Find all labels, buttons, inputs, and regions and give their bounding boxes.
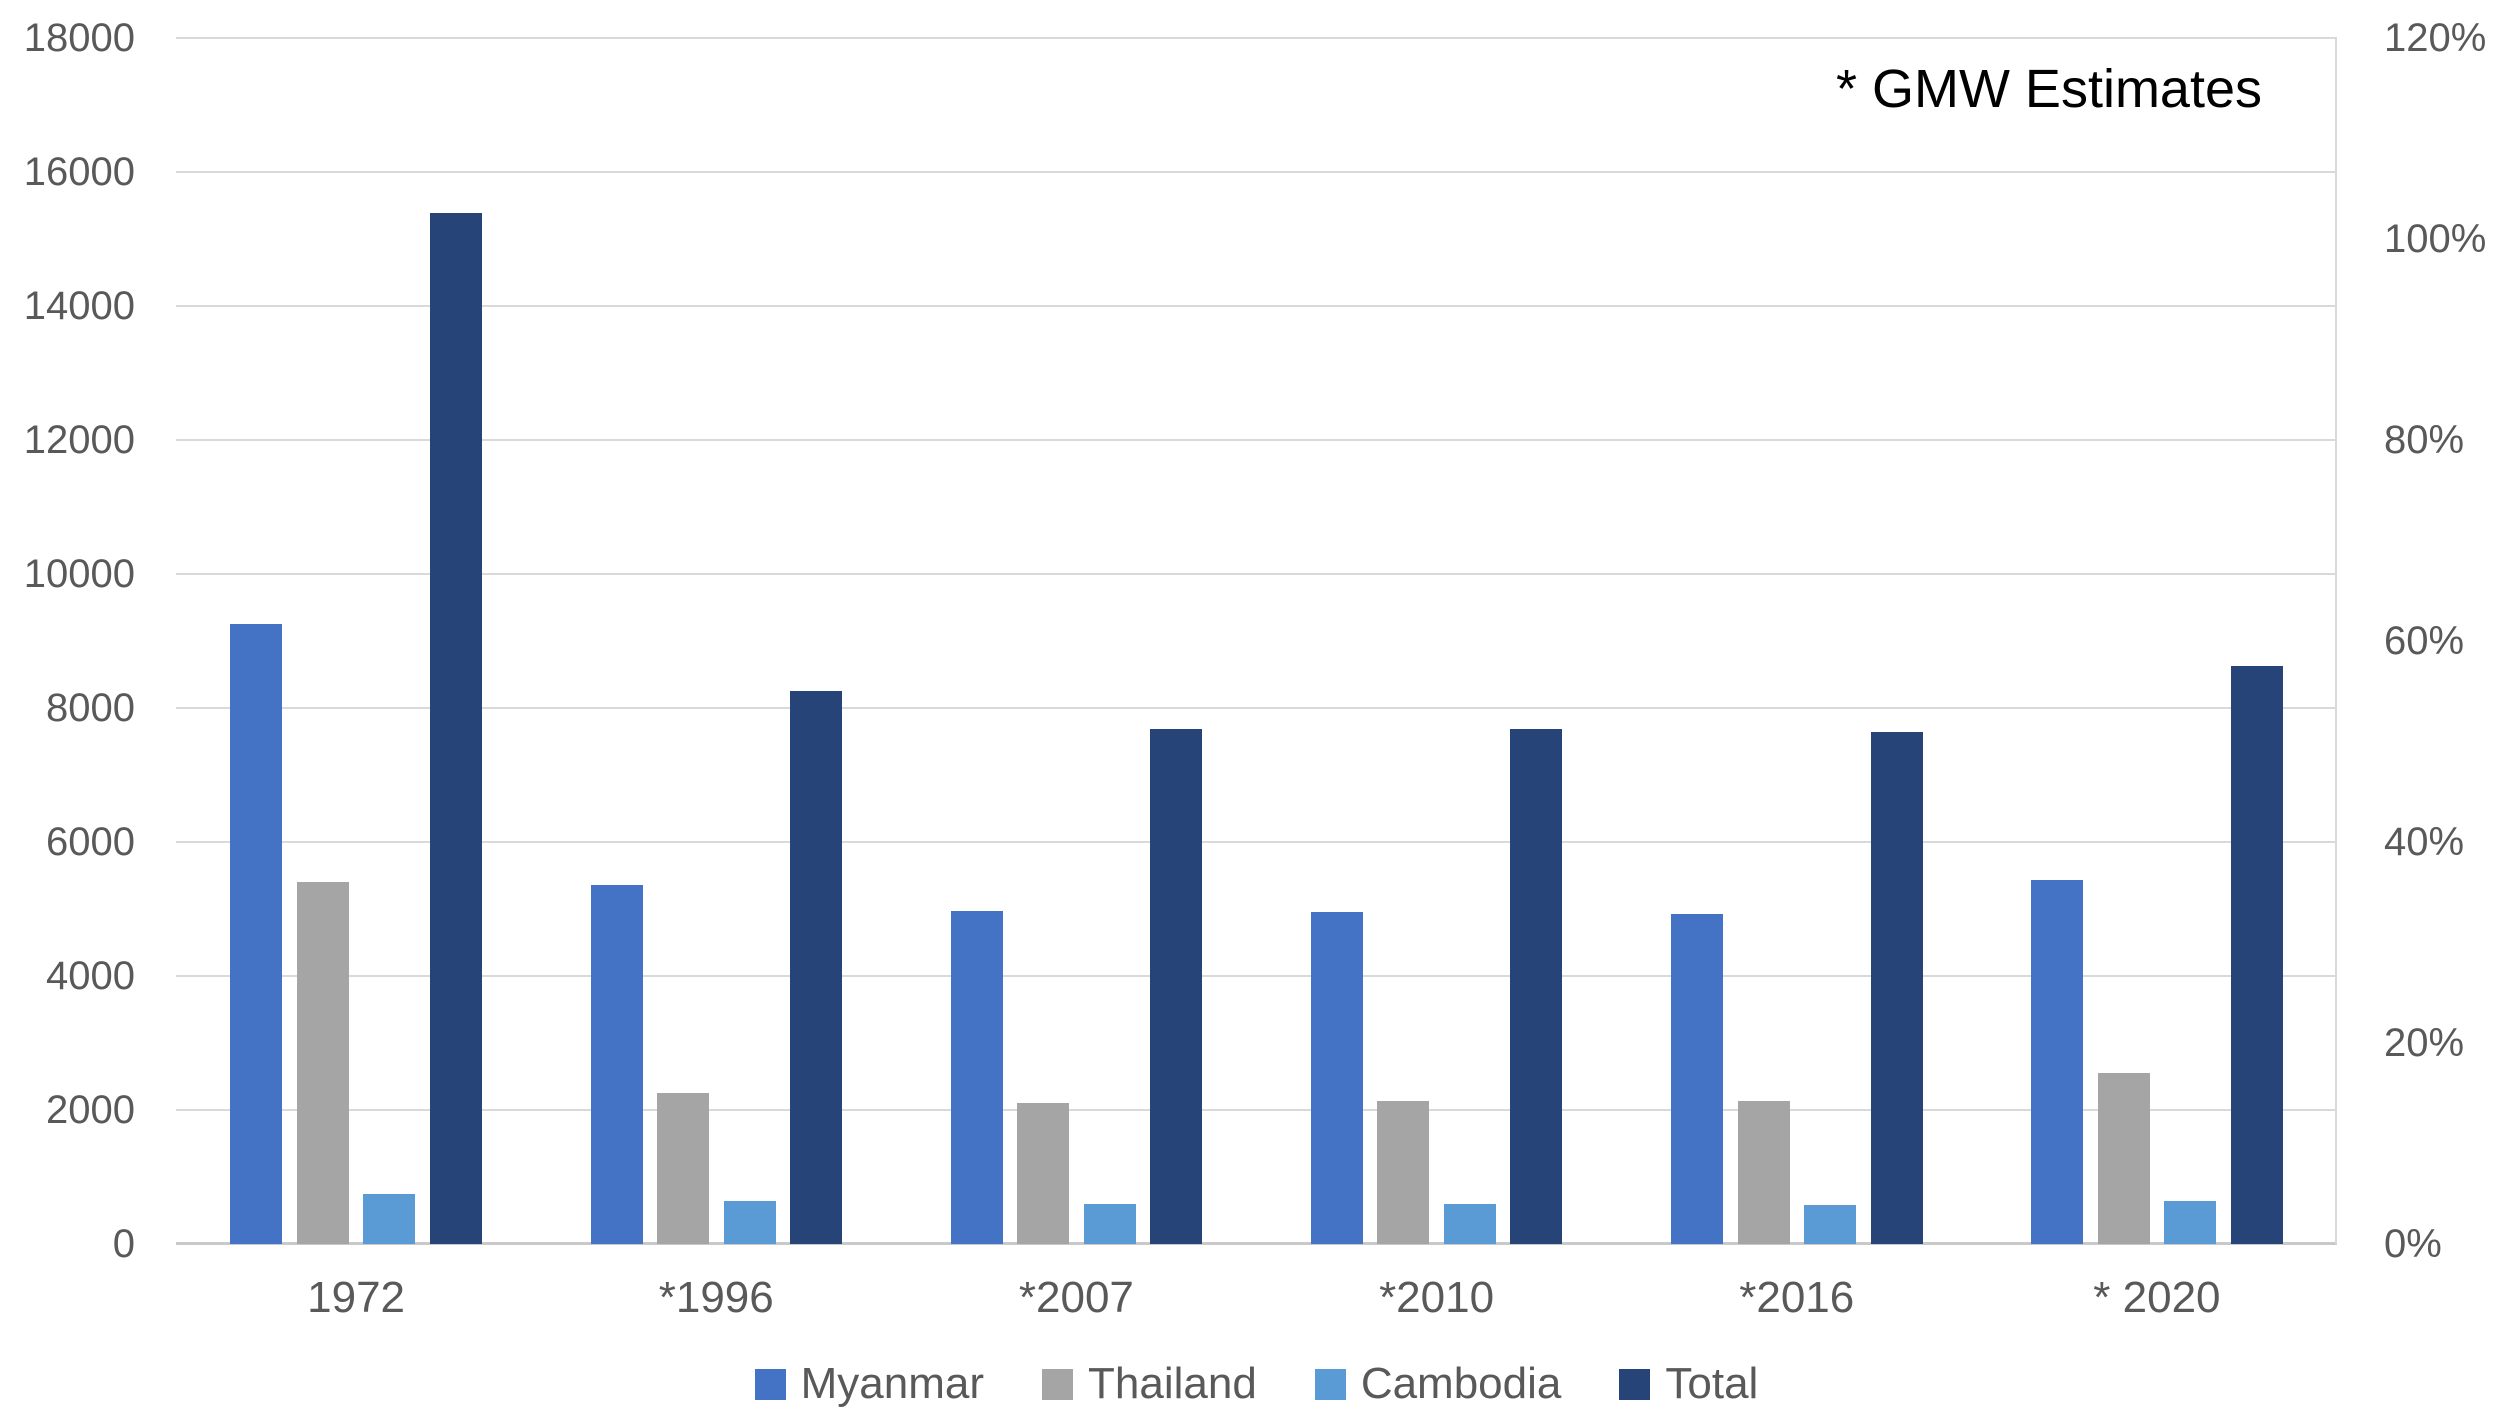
category-label-1996: *1996 — [658, 1273, 774, 1322]
bar-myanmar-1996 — [590, 884, 643, 1244]
bar-thailand-2010 — [1377, 1100, 1430, 1244]
legend-label-thailand: Thailand — [1088, 1359, 1257, 1408]
bar-cambodia-2020 — [2164, 1201, 2217, 1244]
gridline-14000 — [176, 305, 2337, 307]
legend-label-myanmar: Myanmar — [800, 1359, 985, 1408]
legend-swatch-cambodia — [1314, 1368, 1346, 1400]
left-axis-tick-4000: 4000 — [46, 954, 135, 998]
bar-cambodia-2007 — [1083, 1203, 1136, 1244]
gridline-2000 — [176, 1109, 2337, 1111]
gridline-10000 — [176, 573, 2337, 575]
right-axis-tick-40pct: 40% — [2384, 820, 2465, 864]
left-axis-tick-18000: 18000 — [23, 16, 135, 60]
right-axis-tick-20pct: 20% — [2384, 1021, 2465, 1065]
legend-label-cambodia: Cambodia — [1360, 1359, 1562, 1408]
left-axis-tick-14000: 14000 — [23, 284, 135, 328]
legend-swatch-thailand — [1042, 1368, 1074, 1400]
annotation-gmw-estimates: * GMW Estimates — [1835, 59, 2262, 119]
left-axis-tick-12000: 12000 — [23, 418, 135, 462]
bar-cambodia-2016 — [1804, 1205, 1856, 1244]
category-label-2007: *2007 — [1018, 1273, 1134, 1322]
category-label-1972: 1972 — [307, 1273, 406, 1322]
category-label-2020: * 2020 — [2093, 1273, 2221, 1322]
gridline-6000 — [176, 841, 2337, 843]
gridline-18000 — [176, 37, 2337, 39]
bar-cambodia-1996 — [723, 1201, 776, 1244]
bar-total-2020 — [2230, 666, 2283, 1244]
bar-cambodia-2010 — [1443, 1204, 1496, 1244]
legend-item-thailand: Thailand — [1042, 1358, 1257, 1410]
legend-item-cambodia: Cambodia — [1314, 1358, 1562, 1410]
x-axis-line — [176, 1242, 2337, 1245]
secondary-axis-line — [2335, 38, 2337, 1244]
legend-item-myanmar: Myanmar — [754, 1358, 985, 1410]
left-axis-tick-2000: 2000 — [46, 1088, 135, 1132]
legend-item-total: Total — [1619, 1358, 1758, 1410]
left-axis-tick-8000: 8000 — [46, 686, 135, 730]
bar-total-1972 — [429, 212, 482, 1244]
bar-cambodia-1972 — [363, 1194, 416, 1244]
bar-thailand-2007 — [1017, 1102, 1070, 1244]
bar-myanmar-2010 — [1310, 911, 1363, 1244]
right-axis-tick-0pct: 0% — [2384, 1222, 2442, 1266]
bar-total-1996 — [790, 691, 842, 1244]
right-axis-tick-60pct: 60% — [2384, 619, 2465, 663]
right-axis-tick-100pct: 100% — [2384, 217, 2487, 261]
legend-swatch-myanmar — [754, 1368, 786, 1400]
bar-myanmar-2007 — [950, 911, 1003, 1244]
bar-myanmar-2016 — [1671, 914, 1723, 1244]
gridline-16000 — [176, 171, 2337, 173]
bar-thailand-2020 — [2097, 1073, 2150, 1244]
bar-thailand-2016 — [1737, 1100, 1790, 1244]
legend-label-total: Total — [1665, 1359, 1759, 1408]
left-axis-tick-10000: 10000 — [23, 552, 135, 596]
bar-total-2016 — [1870, 732, 1923, 1244]
right-axis-tick-80pct: 80% — [2384, 418, 2465, 462]
legend: Myanmar Thailand Cambodia Total — [176, 1358, 2337, 1410]
bar-thailand-1972 — [296, 882, 349, 1244]
right-axis-tick-120pct: 120% — [2384, 16, 2487, 60]
category-label-2010: *2010 — [1379, 1273, 1495, 1322]
bar-myanmar-1972 — [230, 624, 283, 1244]
bar-thailand-1996 — [657, 1093, 709, 1244]
category-label-2016: *2016 — [1739, 1273, 1855, 1322]
bar-total-2010 — [1510, 728, 1563, 1244]
bar-total-2007 — [1150, 729, 1203, 1244]
left-axis-tick-0: 0 — [112, 1222, 135, 1266]
gridline-4000 — [176, 975, 2337, 977]
gridline-8000 — [176, 707, 2337, 709]
left-axis-tick-16000: 16000 — [23, 150, 135, 194]
bar-myanmar-2020 — [2031, 880, 2084, 1244]
legend-swatch-total — [1619, 1368, 1651, 1400]
plot-area — [176, 37, 2337, 1245]
gridline-12000 — [176, 439, 2337, 441]
left-axis-tick-6000: 6000 — [46, 820, 135, 864]
